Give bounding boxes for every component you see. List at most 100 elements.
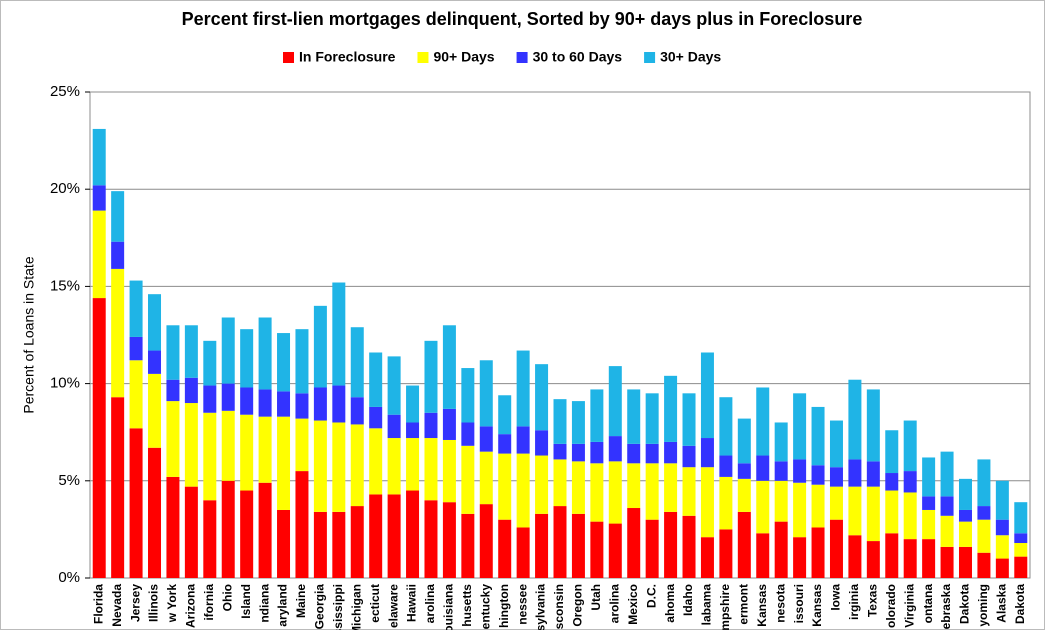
bar-segment — [903, 492, 917, 540]
bar-segment — [885, 490, 899, 534]
bar-segment — [369, 494, 383, 578]
bar-segment — [922, 457, 936, 497]
x-tick-label: Texas — [866, 584, 880, 617]
legend-swatch — [417, 52, 429, 63]
bar-segment — [590, 441, 604, 464]
bar-segment — [313, 511, 327, 578]
bar-segment — [977, 506, 991, 520]
bar-segment — [793, 482, 807, 538]
bar-segment — [313, 420, 327, 512]
bar-segment — [829, 420, 843, 468]
bar-segment — [737, 418, 751, 464]
bar-segment — [958, 478, 972, 510]
bar-segment — [295, 329, 309, 394]
bar-segment — [424, 438, 438, 501]
bar-segment — [1014, 502, 1028, 534]
x-tick-label: nesota — [773, 584, 787, 623]
bar-segment — [719, 397, 733, 456]
bar-segment — [258, 389, 272, 417]
bar-segment — [737, 478, 751, 512]
bar-segment — [92, 185, 106, 211]
bar-segment — [277, 509, 291, 578]
bar-segment — [811, 527, 825, 578]
bar-segment — [313, 305, 327, 388]
bar-segment — [535, 455, 549, 514]
bar-segment — [940, 515, 954, 547]
x-tick-label: Maine — [294, 584, 308, 618]
bar-segment — [129, 428, 143, 578]
bar-segment — [332, 385, 346, 423]
bar-segment — [571, 461, 585, 514]
bar-segment — [848, 486, 862, 536]
bar-segment — [719, 529, 733, 578]
bar-segment — [682, 515, 696, 578]
bar-segment — [111, 268, 125, 398]
bar-segment — [221, 410, 235, 481]
bar-segment — [295, 418, 309, 472]
x-tick-label: Iowa — [829, 584, 843, 611]
bar-segment — [129, 336, 143, 361]
bar-segment — [479, 360, 493, 427]
x-tick-label: Virginia — [902, 584, 916, 628]
bar-segment — [590, 463, 604, 522]
x-tick-label: nessee — [515, 584, 529, 625]
bar-segment — [332, 422, 346, 512]
x-tick-label: elaware — [386, 584, 400, 628]
bar-segment — [866, 461, 880, 487]
legend-label: In Foreclosure — [299, 49, 396, 65]
x-tick-label: ontana — [921, 584, 935, 624]
bar-segment — [129, 280, 143, 337]
legend-swatch — [644, 52, 656, 63]
bar-segment — [184, 325, 198, 378]
bar-segment — [461, 422, 475, 446]
bar-segment — [922, 496, 936, 510]
x-tick-label: labama — [700, 584, 714, 626]
bar-segment — [406, 438, 420, 491]
bar-segment — [203, 412, 217, 501]
bar-segment — [571, 513, 585, 578]
bar-segment — [737, 511, 751, 578]
bar-segment — [848, 379, 862, 460]
bar-segment — [553, 459, 567, 507]
bar-segment — [535, 430, 549, 456]
bar-segment — [553, 506, 567, 578]
bar-segment — [221, 317, 235, 384]
bar-segment — [664, 511, 678, 578]
bar-segment — [995, 519, 1009, 536]
bar-segment — [498, 434, 512, 454]
bar-segment — [664, 463, 678, 512]
bar-segment — [350, 506, 364, 578]
bar-segment — [756, 533, 770, 578]
x-tick-label: issouri — [792, 584, 806, 623]
x-tick-label: ississippi — [331, 584, 345, 630]
bar-segment — [590, 521, 604, 578]
bar-segment — [553, 443, 567, 460]
bar-segment — [479, 504, 493, 578]
bar-segment — [627, 463, 641, 509]
bar-segment — [793, 459, 807, 483]
bar-segment — [1014, 543, 1028, 557]
bar-segment — [516, 350, 530, 427]
bar-segment — [240, 414, 254, 491]
bar-segment — [387, 356, 401, 415]
bar-segment — [995, 535, 1009, 559]
bar-segment — [461, 513, 475, 578]
bar-segment — [645, 443, 659, 464]
y-tick-label: 5% — [58, 472, 80, 489]
bar-segment — [387, 494, 401, 578]
chart-title: Percent first-lien mortgages delinquent,… — [182, 9, 863, 29]
bar-segment — [866, 486, 880, 542]
legend-swatch — [283, 52, 294, 63]
bar-segment — [700, 467, 714, 538]
bar-segment — [866, 541, 880, 578]
x-tick-label: Illinois — [147, 584, 161, 622]
bar-segment — [240, 387, 254, 415]
bar-segment — [940, 496, 954, 516]
bar-segment — [277, 333, 291, 392]
bar-segment — [995, 480, 1009, 520]
bar-segment — [203, 500, 217, 578]
x-tick-label: mpshire — [718, 584, 732, 630]
bar-segment — [111, 397, 125, 578]
bar-segment — [682, 393, 696, 446]
